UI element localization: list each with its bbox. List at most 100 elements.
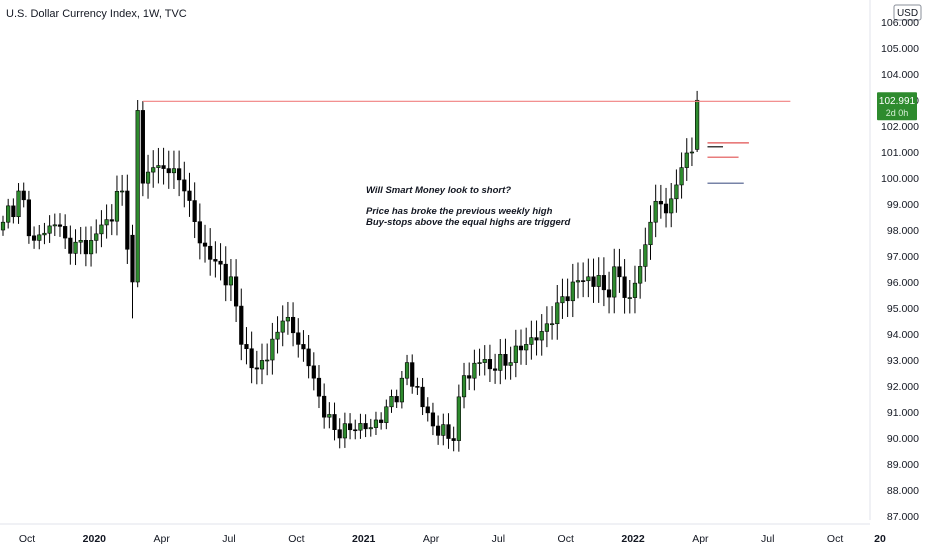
- annotation-line-3: Buy-stops above the equal highs are trig…: [366, 217, 570, 228]
- candle-body-down: [487, 359, 493, 370]
- candle: [187, 172, 192, 217]
- candle: [674, 169, 679, 213]
- candle: [130, 224, 135, 319]
- candle-body-down: [410, 362, 415, 387]
- candle: [581, 262, 586, 298]
- candle-body-up: [368, 427, 373, 430]
- candle-body-up: [37, 234, 42, 241]
- candle-body-up: [104, 219, 109, 226]
- candle: [68, 225, 73, 265]
- candle-body-up: [280, 320, 285, 333]
- candle: [617, 248, 622, 293]
- candle-body-up: [695, 99, 700, 150]
- candle-body-down: [125, 190, 130, 250]
- candle: [669, 183, 674, 228]
- candle: [171, 150, 177, 189]
- candle: [456, 384, 461, 452]
- candle-body-up: [42, 232, 47, 236]
- candle-body-up: [373, 419, 379, 428]
- candle: [88, 226, 94, 267]
- candle: [632, 265, 638, 314]
- candle: [679, 152, 684, 199]
- candle: [638, 249, 643, 299]
- candle: [347, 413, 353, 440]
- candle: [145, 154, 151, 199]
- candle-body-down: [290, 316, 296, 334]
- candle-body-down: [430, 412, 436, 427]
- candle: [627, 279, 632, 314]
- price-tick-label: 98.000: [887, 225, 919, 237]
- candle: [410, 354, 415, 394]
- candle-body-up: [270, 338, 275, 361]
- candle-body-up: [570, 281, 575, 302]
- candle: [658, 184, 663, 219]
- candle-body-up: [544, 323, 549, 332]
- candle-body-down: [223, 263, 228, 286]
- candle: [311, 352, 316, 391]
- price-tick-label: 88.000: [887, 485, 919, 497]
- candle: [0, 215, 6, 236]
- candle: [436, 415, 441, 445]
- price-tick-label: 92.000: [887, 381, 919, 393]
- candle: [467, 362, 472, 390]
- candle: [549, 306, 555, 340]
- candle-body-up: [643, 244, 648, 267]
- candle: [560, 278, 565, 319]
- candle-body-down: [83, 240, 88, 255]
- candle: [601, 257, 606, 307]
- candle-body-down: [415, 386, 420, 388]
- price-tick-label: 106.000: [881, 17, 919, 29]
- candle-body-down: [296, 332, 301, 345]
- candle: [477, 348, 482, 376]
- chart-title: U.S. Dollar Currency Index, 1W, TVC: [6, 8, 187, 20]
- candle: [244, 327, 249, 365]
- price-tick-label: 102.000: [881, 121, 919, 133]
- candle: [135, 100, 140, 288]
- candle: [379, 412, 384, 430]
- time-tick-label: Apr: [423, 533, 440, 545]
- candle: [109, 204, 114, 236]
- price-tick-label: 105.000: [881, 43, 919, 55]
- candle-body-up: [441, 424, 446, 436]
- candle-body-down: [197, 221, 202, 244]
- candle: [78, 226, 83, 255]
- candle: [446, 413, 451, 449]
- candle: [586, 258, 591, 298]
- candle-body-down: [254, 367, 259, 370]
- candle-body-up: [228, 276, 234, 286]
- candle-body-down: [379, 419, 384, 423]
- candle: [404, 354, 410, 386]
- candle-body-up: [627, 297, 632, 299]
- candle: [151, 150, 156, 188]
- annotation[interactable]: Will Smart Money look to short? Price ha…: [366, 185, 570, 228]
- candle-body-down: [218, 260, 223, 265]
- candle: [389, 389, 394, 413]
- candle: [182, 161, 187, 208]
- candle: [643, 227, 648, 282]
- candle-body-up: [575, 280, 581, 283]
- price-tick-label: 94.000: [887, 329, 919, 341]
- currency-badge[interactable]: [893, 4, 922, 21]
- candle-body-up: [632, 282, 638, 298]
- candle: [327, 402, 332, 429]
- price-tick-label: 90.000: [887, 433, 919, 445]
- candle: [270, 322, 275, 375]
- candle-body-down: [26, 199, 32, 237]
- candle: [114, 175, 120, 236]
- candle-body-down: [581, 280, 586, 282]
- candle-body-up: [259, 360, 265, 370]
- time-axis[interactable]: Oct 2020 Apr Jul Oct 2021 Apr Jul Oct 2022 Apr Jul O…: [0, 523, 886, 545]
- candle-body-down: [363, 423, 368, 430]
- price-axis[interactable]: 106.000105.000104.000103.000102.000101.0…: [869, 0, 919, 523]
- countdown-value: 2d 0h: [886, 108, 909, 118]
- candle-body-down: [187, 190, 192, 201]
- candle: [218, 243, 223, 281]
- price-tick-label: 101.000: [881, 147, 919, 159]
- candle-body-down: [658, 200, 663, 205]
- candle-body-up: [0, 221, 6, 231]
- candle-body-down: [492, 368, 498, 371]
- candle-body-down: [57, 224, 63, 227]
- candle-body-up: [477, 362, 482, 364]
